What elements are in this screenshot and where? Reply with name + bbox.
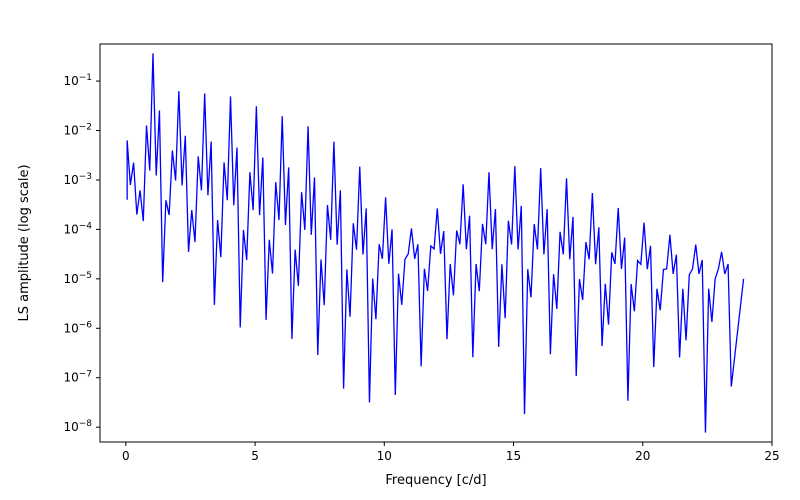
x-axis-label: Frequency [c/d]: [385, 473, 486, 488]
y-axis-label: LS amplitude (log scale): [17, 164, 32, 321]
x-tick-label: 25: [764, 449, 779, 463]
x-tick-label: 5: [251, 449, 259, 463]
x-tick-label: 15: [506, 449, 521, 463]
periodogram-chart: 051015202510−810−710−610−510−410−310−210…: [0, 0, 800, 500]
plot-background: [0, 0, 800, 500]
x-tick-label: 0: [122, 449, 130, 463]
x-tick-label: 20: [635, 449, 650, 463]
x-tick-label: 10: [377, 449, 392, 463]
